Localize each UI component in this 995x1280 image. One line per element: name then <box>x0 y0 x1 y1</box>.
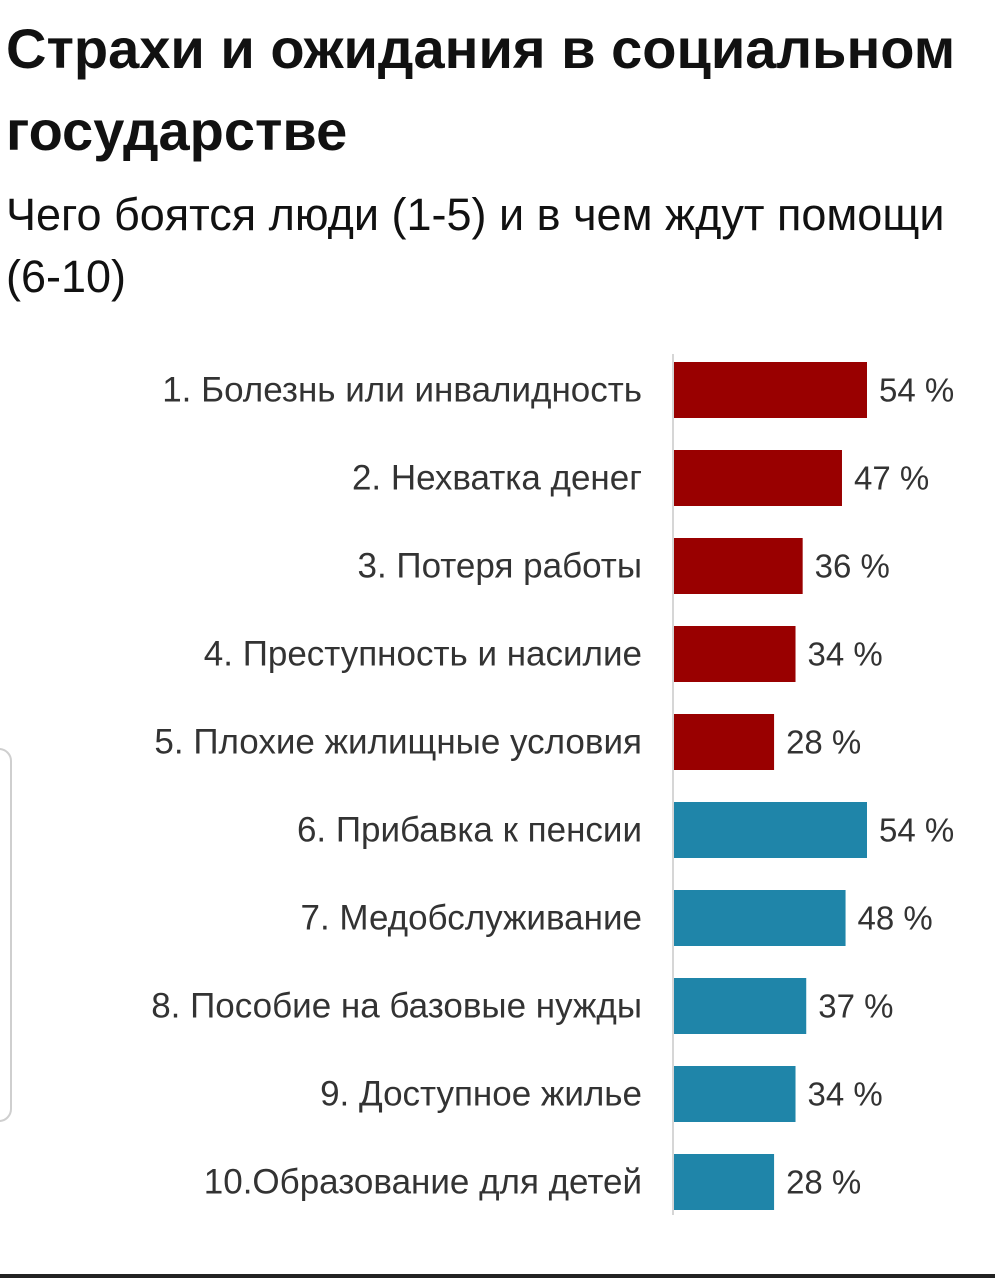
category-label-7: 7. Медобслуживание <box>301 899 643 938</box>
bar-4 <box>674 626 796 682</box>
category-label-6: 6. Прибавка к пенсии <box>297 811 642 850</box>
value-label-5: 28 % <box>786 724 861 761</box>
category-label-2: 2. Нехватка денег <box>352 459 642 498</box>
value-label-8: 37 % <box>818 988 893 1025</box>
value-label-3: 36 % <box>815 548 890 585</box>
value-label-9: 34 % <box>808 1076 883 1113</box>
bar-8 <box>674 978 807 1034</box>
scroll-edge-handle <box>0 748 12 1122</box>
value-label-1: 54 % <box>879 372 954 409</box>
category-label-1: 1. Болезнь или инвалидность <box>162 371 642 410</box>
bar-7 <box>674 890 846 946</box>
category-label-8: 8. Пособие на базовые нужды <box>151 987 642 1026</box>
bar-2 <box>674 450 842 506</box>
value-label-2: 47 % <box>854 460 929 497</box>
value-label-4: 34 % <box>808 636 883 673</box>
bar-3 <box>674 538 803 594</box>
bar-chart: 1. Болезнь или инвалидность 54 % 2. Нехват… <box>151 354 954 1215</box>
chart-title: Страхи и ожидания в социальном государст… <box>6 17 956 162</box>
bar-5 <box>674 714 775 770</box>
category-label-9: 9. Доступное жилье <box>320 1075 642 1114</box>
category-label-4: 4. Преступность и насилие <box>204 635 642 674</box>
bar-6 <box>674 802 867 858</box>
bars-group: 1. Болезнь или инвалидность 54 % 2. Нехват… <box>151 362 954 1210</box>
category-label-3: 3. Потеря работы <box>358 547 642 586</box>
bar-1 <box>674 362 867 418</box>
bar-10 <box>674 1154 775 1210</box>
value-label-6: 54 % <box>879 812 954 849</box>
bar-9 <box>674 1066 796 1122</box>
value-label-7: 48 % <box>858 900 933 937</box>
category-label-10: 10.Образование для детей <box>204 1163 642 1202</box>
bottom-divider <box>0 1274 995 1278</box>
category-label-5: 5. Плохие жилищные условия <box>154 723 642 762</box>
value-label-10: 28 % <box>786 1164 861 1201</box>
chart-subtitle: Чего боятся люди (1-5) и в чем ждут помо… <box>6 189 945 302</box>
